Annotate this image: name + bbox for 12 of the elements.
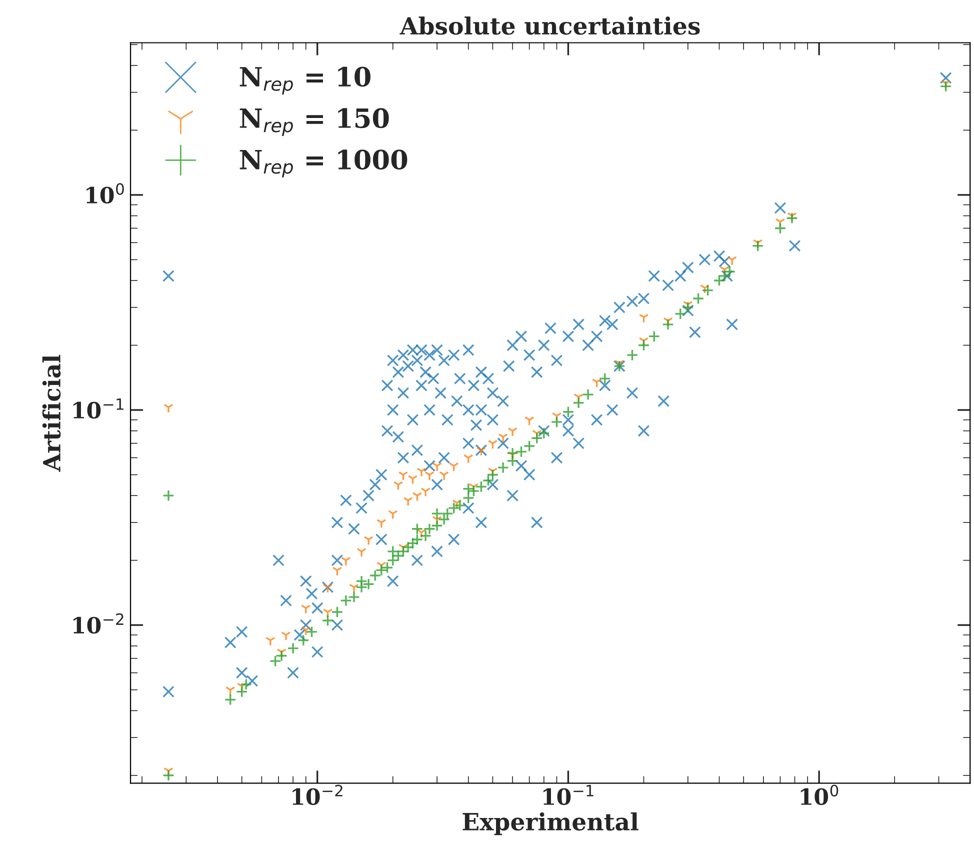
y-axis-title: Artificial [42, 354, 61, 472]
legend-label: N$_{rep}$ = 150 [240, 108, 389, 136]
x-tick-label: 10$^{0}$ [800, 784, 838, 806]
y-tick-label: 10$^{0}$ [86, 183, 124, 204]
y-tick-label: 10$^{−2}$ [73, 613, 124, 634]
legend-label: N$_{rep}$ = 10 [240, 66, 370, 95]
chart-title: Absolute uncertainties [400, 16, 700, 35]
x-tick-label: 10$^{−2}$ [292, 784, 342, 806]
legend-label: N$_{rep}$ = 1000 [240, 150, 408, 178]
x-tick-label: 10$^{−1}$ [543, 784, 594, 806]
x-axis-title: Experimental [462, 812, 638, 836]
y-tick-label: 10$^{−1}$ [73, 398, 124, 419]
